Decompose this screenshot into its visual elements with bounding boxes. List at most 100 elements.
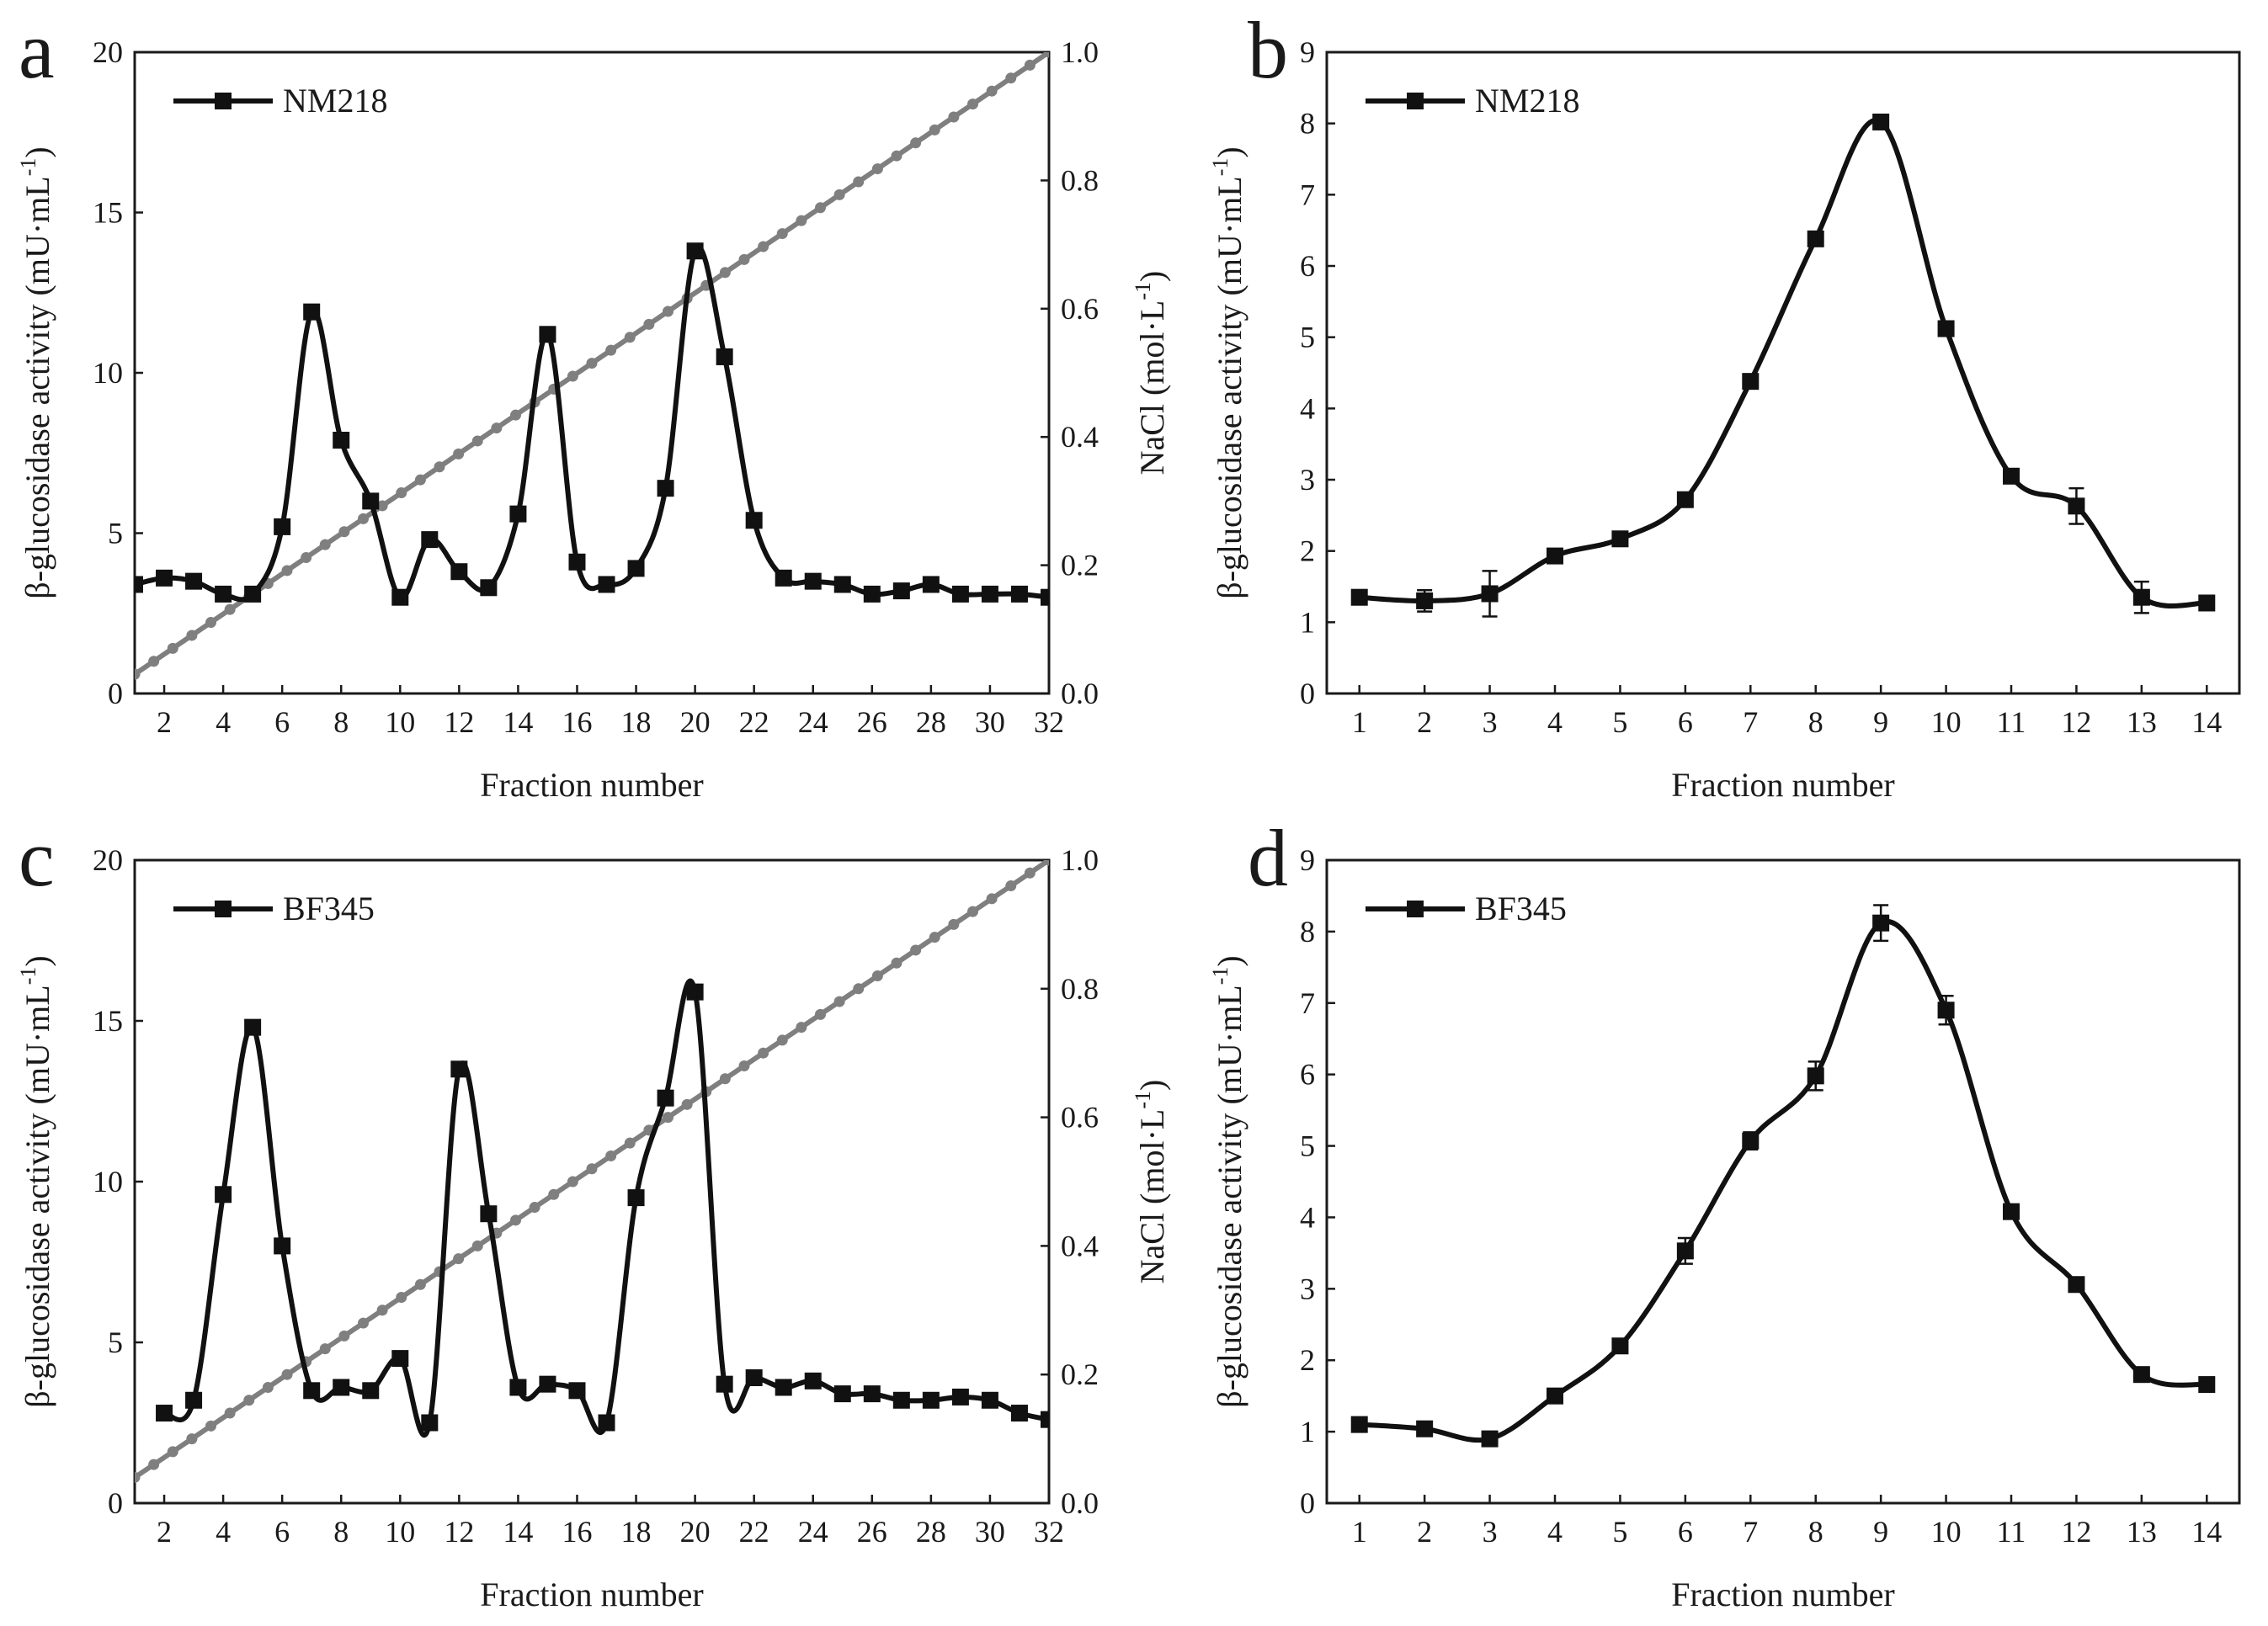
- y-tick-label: 1: [1300, 1415, 1315, 1448]
- nacl-gradient-point: [376, 1305, 388, 1316]
- data-point: [2132, 588, 2150, 606]
- x-tick-label: 2: [1417, 705, 1432, 739]
- plot-frame: [1325, 50, 2241, 695]
- data-point: [421, 531, 439, 549]
- y2-tick-label: 0.2: [1061, 549, 1099, 582]
- data-point: [686, 242, 704, 260]
- data-point: [804, 572, 822, 590]
- data-point: [657, 480, 674, 497]
- data-point: [598, 576, 615, 593]
- legend-marker: [1407, 901, 1424, 917]
- y-tick-label: 9: [1300, 35, 1315, 69]
- nacl-gradient-point: [471, 1240, 483, 1251]
- nacl-gradient-point: [338, 526, 350, 538]
- data-point: [450, 563, 468, 581]
- panel-letter: b: [1248, 5, 1288, 95]
- nacl-gradient-point: [281, 1368, 293, 1380]
- x-tick-label: 28: [916, 705, 946, 739]
- nacl-gradient-point: [414, 1278, 426, 1290]
- x-tick-label: 10: [1931, 1515, 1962, 1549]
- nacl-gradient-point: [167, 642, 178, 654]
- data-point: [833, 576, 851, 593]
- x-tick-label: 8: [333, 705, 349, 739]
- data-point: [716, 348, 733, 365]
- x-tick-label: 18: [621, 1515, 652, 1549]
- x-tick-label: 8: [333, 1515, 349, 1549]
- x-tick-label: 13: [2127, 1515, 2157, 1549]
- x-tick-label: 8: [1808, 705, 1823, 739]
- x-tick-label: 4: [216, 1515, 231, 1549]
- nacl-gradient-point: [681, 1098, 693, 1110]
- y-tick-label: 8: [1300, 107, 1315, 141]
- nacl-gradient-point: [186, 1433, 198, 1445]
- x-axis-title: Fraction number: [1671, 1576, 1895, 1613]
- data-point: [922, 1391, 940, 1409]
- panel-letter: a: [19, 5, 55, 95]
- nacl-gradient-point: [948, 918, 960, 930]
- x-tick-label: 11: [1997, 705, 2026, 739]
- data-point: [303, 1382, 321, 1400]
- nacl-gradient-point: [738, 1060, 750, 1071]
- data-point: [2198, 594, 2216, 612]
- x-tick-label: 1: [1352, 705, 1367, 739]
- x-tick-label: 14: [2191, 1515, 2222, 1549]
- nacl-gradient-point: [148, 656, 160, 667]
- y-tick-label: 7: [1300, 986, 1315, 1020]
- nacl-gradient-point: [738, 253, 750, 265]
- data-point: [391, 1350, 409, 1368]
- data-point: [215, 1186, 232, 1204]
- nacl-gradient-point: [948, 111, 960, 123]
- data-point: [1350, 588, 1368, 606]
- data-point: [2068, 1276, 2085, 1294]
- y-tick-label: 15: [93, 1004, 123, 1038]
- nacl-gradient-point: [758, 241, 769, 252]
- data-point: [1872, 914, 1890, 932]
- nacl-gradient-point: [1043, 52, 1049, 58]
- x-axis-title: Fraction number: [480, 766, 704, 804]
- nacl-gradient-point: [605, 1150, 617, 1161]
- y-tick-label: 0: [1300, 677, 1315, 710]
- data-point: [951, 585, 969, 603]
- data-layer: [135, 52, 1049, 680]
- x-tick-label: 22: [739, 1515, 769, 1549]
- data-point: [1611, 1337, 1629, 1355]
- y-tick-label: 3: [1300, 1272, 1315, 1305]
- data-point: [274, 1237, 291, 1255]
- nacl-gradient-point: [643, 318, 655, 330]
- x-tick-label: 3: [1483, 705, 1498, 739]
- y-tick-label: 7: [1300, 178, 1315, 211]
- data-point: [244, 1018, 262, 1036]
- y-tick-label: 20: [93, 35, 123, 69]
- chart-panel-c: c2 4 6 8 10 12 14 16 18 20 22 24 26 28 30 32051015200.0…: [16, 813, 1171, 1613]
- nacl-gradient-point: [624, 332, 636, 343]
- data-point: [185, 572, 203, 590]
- nacl-gradient-point: [967, 98, 978, 110]
- data-layer: [1350, 113, 2216, 618]
- nacl-gradient-point: [758, 1047, 769, 1059]
- data-point: [1481, 585, 1499, 603]
- x-tick-label: 6: [274, 705, 290, 739]
- data-point: [450, 1060, 468, 1078]
- data-point: [215, 585, 232, 603]
- series-line-BF345: [1359, 918, 2207, 1443]
- y-tick-label: 5: [108, 1326, 123, 1359]
- y-tick-label: 10: [93, 356, 123, 390]
- x-tick-label: 4: [1547, 705, 1563, 739]
- data-point: [1676, 1242, 1694, 1260]
- x-tick-label: 12: [444, 1515, 474, 1549]
- data-point: [1010, 585, 1028, 603]
- x-tick-label: 26: [857, 1515, 887, 1549]
- nacl-gradient-point: [224, 603, 236, 615]
- nacl-gradient-point: [148, 1459, 160, 1470]
- nacl-gradient-point: [491, 422, 503, 434]
- nacl-gradient-point: [358, 513, 369, 524]
- nacl-gradient-point: [1024, 867, 1036, 879]
- nacl-gradient-point: [663, 1112, 673, 1124]
- data-point: [1041, 588, 1049, 606]
- nacl-gradient-point: [929, 932, 940, 943]
- nacl-gradient-point: [871, 970, 883, 982]
- x-tick-label: 16: [562, 1515, 592, 1549]
- nacl-gradient-point: [891, 957, 902, 969]
- x-tick-label: 14: [2191, 705, 2222, 739]
